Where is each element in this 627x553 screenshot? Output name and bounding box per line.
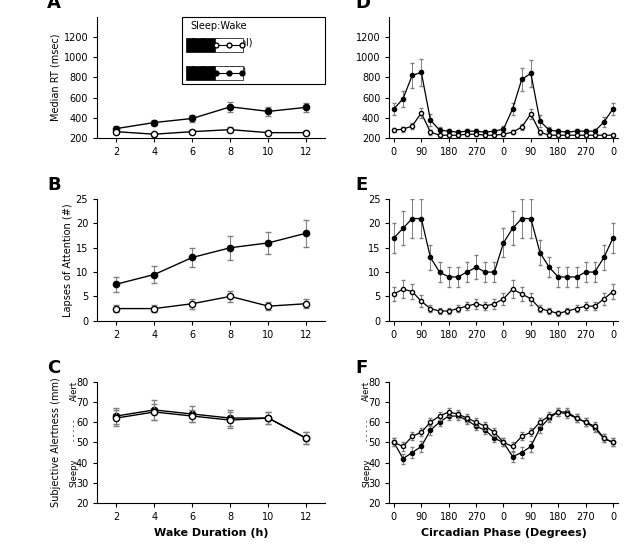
Text: D: D xyxy=(355,0,370,12)
Text: 1:3.3 (CSR): 1:3.3 (CSR) xyxy=(191,65,246,75)
Text: Sleep:Wake: Sleep:Wake xyxy=(191,22,248,32)
Bar xyxy=(186,39,214,52)
Text: 1:2 (Control): 1:2 (Control) xyxy=(191,37,252,47)
X-axis label: Circadian Phase (Degrees): Circadian Phase (Degrees) xyxy=(421,528,586,538)
Text: C: C xyxy=(47,359,60,377)
Text: Alert: Alert xyxy=(362,381,371,401)
Bar xyxy=(186,66,214,80)
Text: B: B xyxy=(47,176,61,194)
Text: Sleepy: Sleepy xyxy=(70,458,79,487)
Y-axis label: Median RT (msec): Median RT (msec) xyxy=(51,34,61,121)
Text: Sleepy: Sleepy xyxy=(362,458,371,487)
Text: - - - - -: - - - - - xyxy=(364,420,369,441)
Text: A: A xyxy=(47,0,61,12)
Bar xyxy=(214,66,243,80)
Text: - - - - -: - - - - - xyxy=(71,420,77,441)
Y-axis label: Lapses of Attention (#): Lapses of Attention (#) xyxy=(63,203,73,317)
Text: Alert: Alert xyxy=(70,381,79,401)
X-axis label: Wake Duration (h): Wake Duration (h) xyxy=(154,528,268,538)
Text: E: E xyxy=(355,176,367,194)
Text: F: F xyxy=(355,359,367,377)
Text: Subjective Alertness (mm): Subjective Alertness (mm) xyxy=(51,378,61,507)
FancyBboxPatch shape xyxy=(182,17,325,84)
Bar xyxy=(214,39,243,52)
